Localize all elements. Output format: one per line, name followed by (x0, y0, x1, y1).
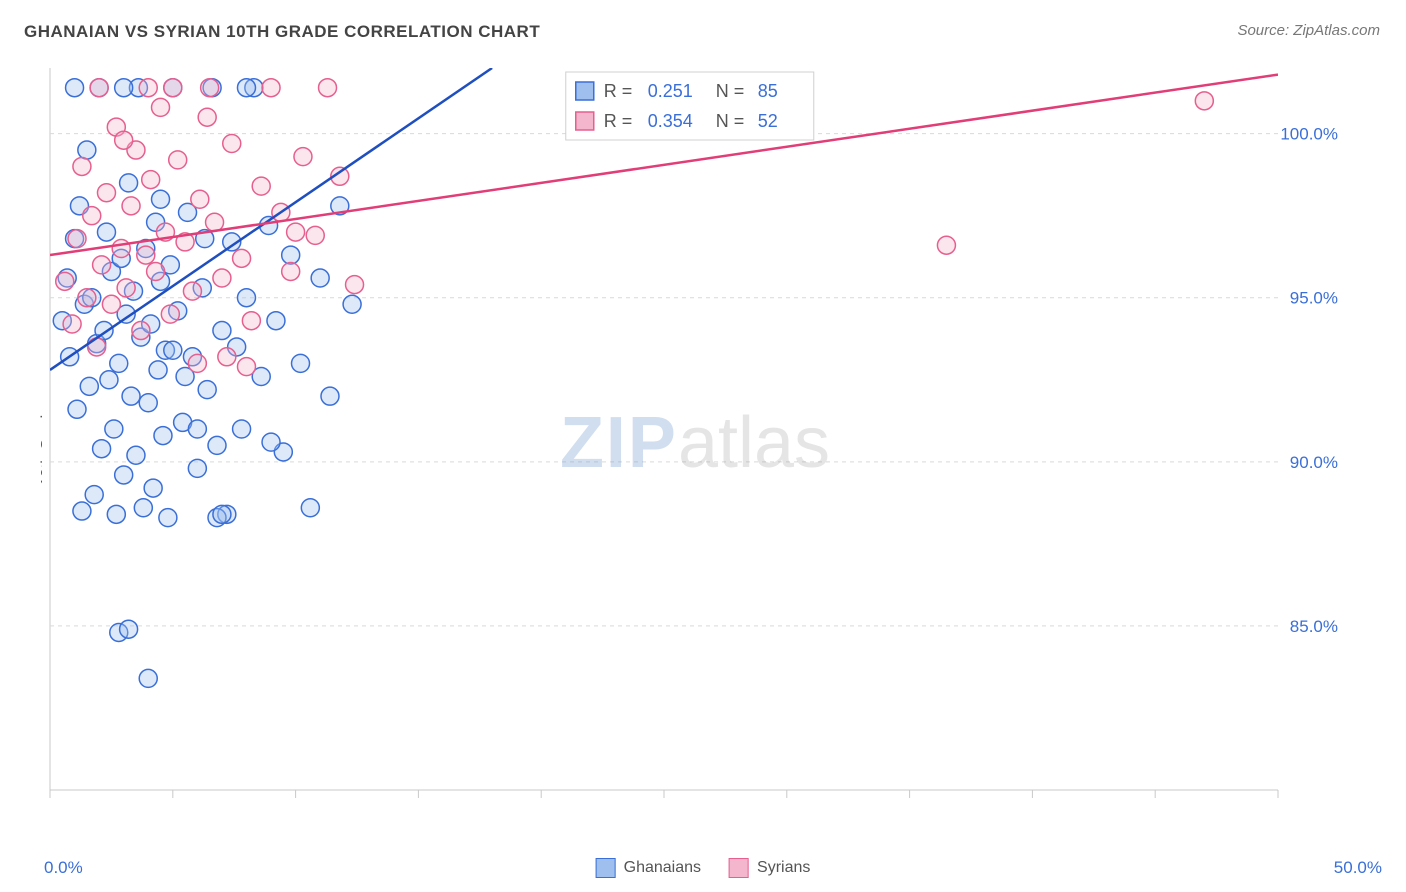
bottom-legend: Ghanaians Syrians (596, 858, 811, 878)
svg-text:0.251: 0.251 (648, 81, 693, 101)
svg-text:95.0%: 95.0% (1290, 289, 1338, 308)
svg-text:100.0%: 100.0% (1280, 125, 1338, 144)
svg-text:85.0%: 85.0% (1290, 617, 1338, 636)
legend-item-syrians: Syrians (729, 858, 810, 878)
legend-swatch-syrians (729, 858, 749, 878)
scatter-plot: 85.0% 90.0% 95.0% 100.0% R = 0.251 N = 85 R = 0.3… (42, 60, 1348, 825)
svg-text:N =: N = (716, 111, 745, 131)
svg-text:0.354: 0.354 (648, 111, 693, 131)
legend-item-ghanaians: Ghanaians (596, 858, 701, 878)
svg-text:R =: R = (604, 81, 633, 101)
source-label: Source: ZipAtlas.com (1237, 22, 1380, 39)
x-axis-min-label: 0.0% (44, 858, 83, 878)
svg-text:90.0%: 90.0% (1290, 453, 1338, 472)
svg-text:52: 52 (758, 111, 778, 131)
legend-swatch-ghanaians (596, 858, 616, 878)
legend-label-ghanaians: Ghanaians (624, 859, 701, 876)
scatter-svg: 85.0% 90.0% 95.0% 100.0% R = 0.251 N = 85 R = 0.3… (42, 60, 1348, 820)
x-axis-max-label: 50.0% (1334, 858, 1382, 878)
legend-label-syrians: Syrians (757, 859, 810, 876)
svg-text:85: 85 (758, 81, 778, 101)
svg-text:R =: R = (604, 111, 633, 131)
chart-title: GHANAIAN VS SYRIAN 10TH GRADE CORRELATIO… (24, 22, 540, 42)
svg-text:N =: N = (716, 81, 745, 101)
